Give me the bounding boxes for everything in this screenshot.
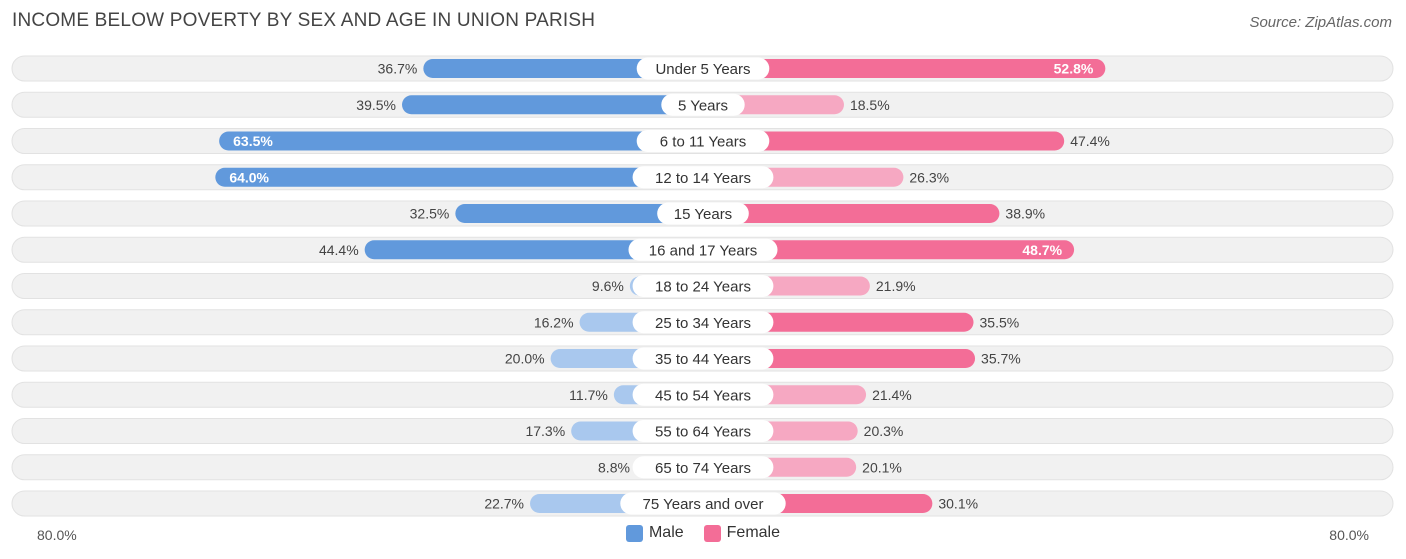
male-bar [423,59,703,78]
female-value-label: 21.4% [872,387,912,403]
legend-item-male: Male [625,524,684,542]
female-value-label: 35.5% [980,314,1020,330]
male-value-label: 17.3% [525,423,565,439]
category-pill [636,57,770,80]
category-pill [620,492,786,515]
category-label: 45 to 54 Years [655,387,751,404]
category-pill [632,456,774,479]
female-value-label: 21.9% [876,278,916,294]
legend: Male Female [0,524,1406,542]
category-label: 35 to 44 Years [655,351,751,368]
male-bar [455,204,703,223]
female-bar [703,59,1106,78]
male-bar [219,131,703,151]
category-label: 12 to 14 Years [655,170,751,187]
male-value-label: 36.7% [378,61,418,77]
female-value-label: 38.9% [1005,206,1045,222]
female-value-label: 18.5% [850,97,890,113]
female-value-label: 35.7% [981,351,1021,367]
category-label: 15 Years [674,206,732,223]
female-value-label: 26.3% [909,169,949,185]
source-note: Source: ZipAtlas.com [1249,14,1392,31]
male-value-label: 22.7% [484,496,524,512]
male-value-label: 8.8% [598,459,630,475]
category-pill [632,166,774,189]
axis-left-label: 80.0% [37,527,77,543]
category-pill [632,275,774,297]
female-value-label: 47.4% [1070,133,1110,149]
male-value-label: 39.5% [356,97,396,113]
male-value-label: 63.5% [233,133,273,149]
category-label: 16 and 17 Years [649,242,757,259]
category-pill [657,202,749,225]
category-pill [628,238,778,261]
legend-item-female: Female [703,524,781,542]
male-value-label: 9.6% [592,278,624,294]
female-value-label: 52.8% [1054,61,1094,77]
category-pill [632,311,774,334]
category-label: 18 to 24 Years [655,279,751,296]
category-label: 55 to 64 Years [655,424,751,441]
female-value-label: 48.7% [1022,242,1062,258]
category-label: 25 to 34 Years [655,315,751,332]
category-pill [636,130,770,152]
axis-right-label: 80.0% [1329,527,1369,543]
female-bar [703,131,1065,151]
female-value-label: 20.1% [862,459,902,475]
category-label: 5 Years [678,97,728,114]
category-pill [661,93,745,116]
female-bar [703,240,1075,260]
female-value-label: 20.3% [864,423,904,439]
male-value-label: 20.0% [505,351,545,367]
male-bar [215,167,703,187]
category-label: Under 5 Years [655,61,750,78]
male-value-label: 11.7% [569,387,608,403]
legend-swatch-male [625,524,643,542]
legend-label-male: Male [648,524,684,541]
male-value-label: 44.4% [319,242,359,258]
male-value-label: 16.2% [534,314,574,330]
category-pill [632,347,774,370]
legend-swatch-female [703,524,721,542]
female-value-label: 30.1% [938,496,978,512]
legend-label-female: Female [726,524,781,541]
male-bar [364,240,703,260]
male-bar [402,95,703,115]
category-label: 6 to 11 Years [660,134,746,151]
category-pill [632,383,774,406]
category-pill [632,420,774,442]
category-label: 65 to 74 Years [655,460,751,477]
female-bar [703,204,1000,223]
male-value-label: 32.5% [410,206,450,222]
male-value-label: 64.0% [229,169,269,185]
chart-title: INCOME BELOW POVERTY BY SEX AND AGE IN U… [12,10,596,31]
category-label: 75 Years and over [643,496,764,513]
